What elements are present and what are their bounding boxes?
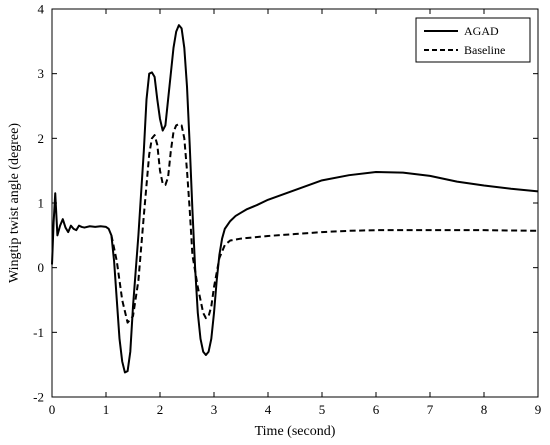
legend-label-agad: AGAD <box>464 24 499 38</box>
y-tick-label: -2 <box>33 390 44 405</box>
series-lines <box>51 24 539 374</box>
y-tick-label: 1 <box>38 196 45 211</box>
x-tick-label: 2 <box>157 402 164 417</box>
y-tick-label: -1 <box>33 325 44 340</box>
ticks: 0 1 2 3 4 5 6 7 8 9 -2 -1 0 1 2 3 4 <box>33 2 541 418</box>
legend: AGAD Baseline <box>415 17 531 63</box>
y-tick-label: 3 <box>38 66 45 81</box>
series-line-agad <box>51 24 539 374</box>
legend-box <box>415 17 531 63</box>
axes <box>51 8 539 398</box>
y-tick-label: 4 <box>38 2 45 17</box>
x-tick-label: 5 <box>319 402 326 417</box>
series-line-baseline <box>110 123 539 324</box>
x-tick-label: 6 <box>373 402 380 417</box>
x-tick-label: 3 <box>211 402 218 417</box>
x-tick-label: 4 <box>265 402 272 417</box>
plot-frame <box>51 8 539 398</box>
x-tick-label: 9 <box>535 402 542 417</box>
x-tick-label: 1 <box>103 402 110 417</box>
y-tick-label: 0 <box>38 260 45 275</box>
legend-label-baseline: Baseline <box>464 43 505 57</box>
y-tick-label: 2 <box>38 131 45 146</box>
x-tick-label: 7 <box>427 402 434 417</box>
y-axis-label: Wingtip twist angle (degree) <box>7 123 22 283</box>
x-tick-label: 8 <box>481 402 488 417</box>
x-tick-label: 0 <box>49 402 56 417</box>
x-axis-label: Time (second) <box>255 424 336 439</box>
